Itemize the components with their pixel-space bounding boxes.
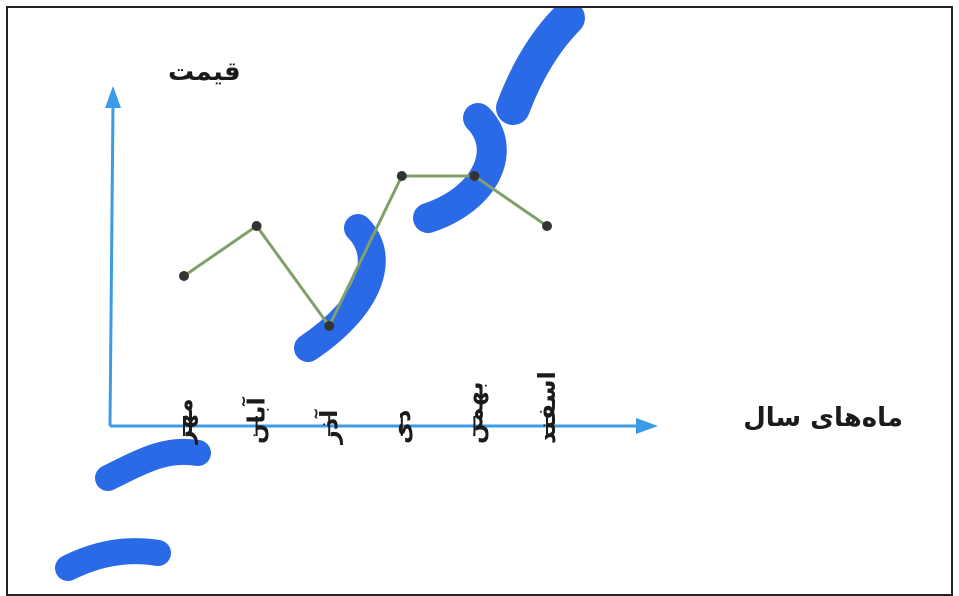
series-line <box>183 174 548 329</box>
data-point <box>251 221 262 231</box>
line-chart: مهر آبان آذر دی بهمن اسفند قیمت ماه‌های سال <box>55 8 903 581</box>
axes <box>105 86 658 434</box>
data-point <box>469 171 480 181</box>
x-tick-label: آذر <box>314 409 343 445</box>
data-point <box>179 271 189 281</box>
x-ticks: مهر آبان آذر دی بهمن اسفند <box>170 371 561 445</box>
y-axis-title: قیمت <box>168 57 241 87</box>
x-axis-title: ماه‌های سال <box>743 403 903 433</box>
x-tick-label: بهمن <box>460 381 488 444</box>
y-axis-arrow <box>105 86 121 108</box>
watermark-stroke <box>413 103 507 233</box>
x-tick-label: اسفند <box>533 371 561 444</box>
watermark-stroke <box>294 214 386 362</box>
watermark-stroke <box>55 538 171 581</box>
data-point <box>542 221 552 231</box>
watermark <box>55 8 585 581</box>
chart-frame: مهر آبان آذر دی بهمن اسفند قیمت ماه‌های سال <box>6 6 953 596</box>
watermark-stroke <box>95 438 211 491</box>
x-tick-label: مهر <box>170 398 198 445</box>
series <box>179 171 552 331</box>
data-point <box>324 321 335 331</box>
y-axis-line <box>108 103 115 427</box>
x-tick-label: دی <box>388 410 416 444</box>
watermark-stroke <box>496 8 585 125</box>
x-tick-label: آبان <box>242 396 271 444</box>
data-point <box>396 171 407 181</box>
x-axis-arrow <box>636 418 658 434</box>
